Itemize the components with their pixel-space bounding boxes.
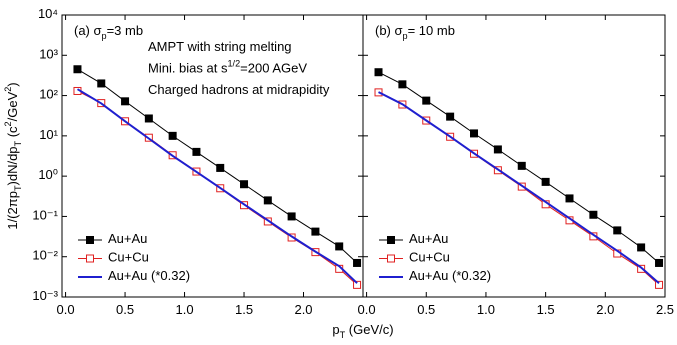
legend-label: Cu+Cu <box>409 250 450 265</box>
panel-label: (b) σp= 10 mb <box>375 23 455 41</box>
y-tick-label: 10⁻³ <box>32 288 58 303</box>
x-tick-label: 1.5 <box>537 302 555 317</box>
data-point <box>517 161 526 170</box>
data-point <box>589 210 598 219</box>
y-tick-label: 10¹ <box>39 127 58 142</box>
data-point <box>353 280 362 289</box>
data-point <box>637 243 646 252</box>
y-tick-label: 10⁴ <box>38 6 58 21</box>
data-point <box>287 212 296 221</box>
data-point <box>422 96 431 105</box>
x-tick-label: 2.0 <box>596 302 614 317</box>
legend-label: Au+Au (*0.32) <box>409 268 491 283</box>
legend-label: Au+Au <box>409 231 448 246</box>
data-point <box>144 114 153 123</box>
data-point <box>216 163 225 172</box>
x-tick-label: 1.0 <box>477 302 495 317</box>
data-point <box>613 226 622 235</box>
data-point <box>470 129 479 138</box>
legend-marker <box>86 254 94 263</box>
data-point <box>655 258 664 267</box>
legend-label: Au+Au (*0.32) <box>108 268 190 283</box>
data-point <box>446 112 455 121</box>
data-point <box>541 177 550 186</box>
data-point <box>335 242 344 251</box>
data-point <box>192 147 201 156</box>
data-point <box>73 65 82 74</box>
x-tick-label: 0.0 <box>57 302 75 317</box>
plot-frame <box>362 14 666 298</box>
legend-marker <box>387 236 395 244</box>
x-tick-label: 2.5 <box>656 302 674 317</box>
y-tick-label: 10³ <box>39 47 58 62</box>
series-line <box>378 91 660 284</box>
data-point <box>240 180 249 189</box>
data-point <box>353 258 362 267</box>
data-point <box>398 80 407 89</box>
y-tick-label: 10² <box>39 87 58 102</box>
series-line <box>76 88 358 284</box>
x-tick-label: 0.5 <box>116 302 134 317</box>
y-tick-label: 10⁰ <box>38 168 58 183</box>
data-point <box>168 131 177 140</box>
data-point <box>655 280 664 289</box>
legend-marker <box>86 236 94 244</box>
legend-label: Cu+Cu <box>108 250 149 265</box>
annotation: Charged hadrons at midrapidity <box>148 82 330 97</box>
x-axis-label: pT (GeV/c) <box>332 322 393 340</box>
data-point <box>121 97 130 106</box>
y-tick-label: 10⁻¹ <box>32 208 58 223</box>
annotation: Mini. bias at s1/2=200 AGeV <box>148 59 307 76</box>
data-point <box>263 196 272 205</box>
x-tick-label: 2.0 <box>294 302 312 317</box>
y-tick-label: 10⁻² <box>32 248 58 263</box>
x-tick-label: 0.5 <box>417 302 435 317</box>
data-point <box>565 194 574 203</box>
legend-label: Au+Au <box>108 231 147 246</box>
panel-label: (a) σp=3 mb <box>74 23 143 41</box>
data-point <box>493 145 502 154</box>
data-point <box>311 227 320 236</box>
y-axis-label: 1/(2πpT)dN/dpT (c2/GeV2) <box>3 82 23 229</box>
annotation: AMPT with string melting <box>148 39 292 54</box>
x-tick-label: 1.0 <box>176 302 194 317</box>
data-point <box>374 68 383 77</box>
legend-marker <box>387 254 395 263</box>
x-tick-label: 1.5 <box>235 302 253 317</box>
data-point <box>97 79 106 88</box>
x-tick-label: 0.0 <box>358 302 376 317</box>
